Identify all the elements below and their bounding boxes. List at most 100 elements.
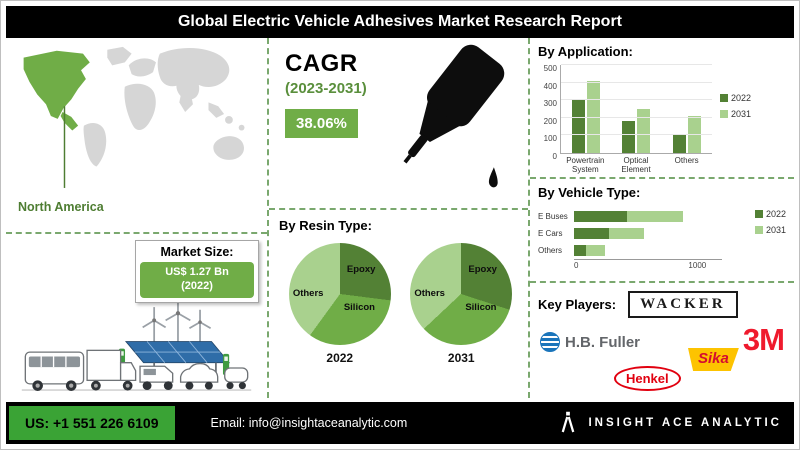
electric-van-icon bbox=[139, 365, 174, 391]
insight-ace-logo-icon bbox=[562, 411, 575, 433]
key-players-header: Key Players: WACKER bbox=[538, 291, 786, 318]
region-label: North America bbox=[18, 200, 104, 214]
gridline bbox=[561, 64, 712, 65]
world-continents bbox=[83, 46, 245, 167]
region-map-section: North America bbox=[6, 38, 267, 232]
pie-segment-label: Epoxy bbox=[346, 264, 376, 276]
brand-logo: INSIGHT ACE ANALYTIC bbox=[556, 410, 782, 436]
separator-mid bbox=[269, 208, 528, 210]
legend-item: 2031 bbox=[754, 225, 786, 235]
bar-2031 bbox=[574, 211, 683, 223]
sika-logo: Sika bbox=[688, 348, 739, 371]
y-tick-label: 0 bbox=[552, 152, 557, 161]
resin-pies: Epoxy Silicon Others 2022 Epoxy Silicon … bbox=[279, 243, 522, 365]
vehicle-type-section: By Vehicle Type: E Buses E Cars Others 0 10… bbox=[530, 179, 794, 281]
separator-right-1 bbox=[530, 177, 794, 180]
application-legend: 2022 2031 bbox=[720, 93, 751, 119]
bar-2031 bbox=[574, 245, 605, 257]
cagr-value: 38.06% bbox=[285, 109, 358, 138]
world-map bbox=[23, 46, 245, 188]
bar-group bbox=[622, 109, 651, 153]
pie-segment-label: Silicon bbox=[343, 302, 375, 314]
bar-2022 bbox=[574, 228, 609, 240]
left-column: North America Market Size: US$ 1.27 Bn (… bbox=[6, 38, 269, 398]
y-tick-label: 500 bbox=[543, 64, 557, 73]
vehicle-bar-track bbox=[574, 228, 722, 240]
main-content: North America Market Size: US$ 1.27 Bn (… bbox=[6, 38, 794, 398]
hb-fuller-icon bbox=[540, 332, 560, 352]
gridline bbox=[561, 116, 712, 118]
legend-swatch bbox=[754, 210, 763, 219]
pie-segment-label: Others bbox=[292, 287, 324, 299]
resin-pie-block-2031: Epoxy Silicon Others 2031 bbox=[410, 243, 513, 365]
email-contact: Email: info@insightaceanalytic.com bbox=[210, 416, 408, 430]
legend-label: 2031 bbox=[731, 109, 752, 119]
pie-year-label: 2031 bbox=[447, 351, 475, 365]
y-tick-label: 400 bbox=[543, 81, 557, 91]
henkel-logo: Henkel bbox=[614, 366, 681, 391]
x-tick-label: Optical Element bbox=[621, 156, 651, 175]
separator-left bbox=[6, 232, 267, 234]
legend-item: 2022 bbox=[754, 209, 786, 220]
pie-segment-label: Silicon bbox=[465, 302, 497, 314]
vehicle-row-label: Others bbox=[538, 246, 563, 256]
resin-pie-2022: Epoxy Silicon Others bbox=[288, 243, 391, 345]
title-bar: Global Electric Vehicle Adhesives Market… bbox=[6, 6, 794, 38]
separator-right-2 bbox=[530, 281, 794, 283]
phone-contact: US: +1 551 226 6109 bbox=[9, 406, 175, 440]
legend-label: 2022 bbox=[765, 209, 786, 220]
bar-2031 bbox=[637, 109, 651, 153]
vehicle-row-label: E Buses bbox=[538, 212, 568, 222]
resin-chart-title: By Resin Type: bbox=[279, 218, 372, 233]
vehicle-legend: 2022 2031 bbox=[754, 209, 786, 235]
application-section: By Application: 0 100 200 300 400 500 Powertr… bbox=[530, 38, 794, 177]
vehicle-chart-title: By Vehicle Type: bbox=[538, 185, 641, 201]
vehicle-row-label: E Cars bbox=[538, 229, 563, 239]
pie-segment-label: Epoxy bbox=[468, 264, 497, 276]
application-plot-wrap: Powertrain System Optical Element Others bbox=[560, 64, 712, 175]
footer-bar: US: +1 551 226 6109 Email: info@insighta… bbox=[6, 402, 794, 444]
y-tick-label: 100 bbox=[543, 134, 557, 144]
electric-bus-icon bbox=[24, 351, 85, 391]
report-title: Global Electric Vehicle Adhesives Market… bbox=[177, 13, 623, 30]
market-size-year: (2022) bbox=[181, 279, 213, 292]
right-column: By Application: 0 100 200 300 400 500 Powertr… bbox=[530, 38, 794, 398]
electric-truck-icon bbox=[86, 349, 137, 391]
vehicle-bar-track bbox=[574, 245, 722, 257]
market-size-label: Market Size: bbox=[160, 245, 234, 259]
x-tick-label: 1000 bbox=[688, 261, 707, 271]
cagr-section: CAGR (2023-2031) 38.06% bbox=[269, 38, 528, 208]
pie-segment-label: Others bbox=[414, 287, 445, 299]
bar-2022 bbox=[574, 211, 628, 223]
vehicle-bar-track bbox=[574, 211, 722, 223]
legend-item: 2031 bbox=[720, 109, 751, 119]
adhesive-bottle-icon bbox=[403, 44, 505, 188]
legend-swatch bbox=[720, 94, 728, 102]
bar-2022 bbox=[574, 245, 587, 257]
market-size-box: Market Size: US$ 1.27 Bn (2022) bbox=[135, 240, 259, 303]
vehicle-rows: E Buses E Cars Others bbox=[538, 208, 786, 259]
cagr-period: (2023-2031) bbox=[285, 80, 367, 97]
resin-pie-block-2022: Epoxy Silicon Others 2022 bbox=[288, 243, 391, 365]
resin-type-section: By Resin Type: Epoxy Silicon Others 2022… bbox=[269, 210, 528, 398]
legend-item: 2022 bbox=[720, 93, 751, 103]
key-players-section: Key Players: WACKER H.B. Fuller 3M Henke… bbox=[530, 283, 794, 398]
bar-2022 bbox=[672, 133, 686, 153]
market-size-section: Market Size: US$ 1.27 Bn (2022) bbox=[6, 234, 267, 398]
vehicle-row: E Cars bbox=[538, 225, 786, 242]
application-y-axis: 0 100 200 300 400 500 bbox=[538, 64, 560, 161]
key-players-title: Key Players: bbox=[538, 297, 617, 312]
hb-fuller-wordmark: H.B. Fuller bbox=[565, 333, 641, 351]
y-tick-label: 200 bbox=[543, 116, 557, 126]
middle-column: CAGR (2023-2031) 38.06% By Resin Type: bbox=[269, 38, 530, 398]
y-tick-label: 300 bbox=[543, 99, 557, 109]
cagr-label: CAGR bbox=[285, 50, 358, 77]
gridline bbox=[561, 99, 712, 101]
brand-name: INSIGHT ACE ANALYTIC bbox=[588, 417, 782, 429]
electric-car-icon bbox=[179, 362, 249, 390]
key-players-logos: H.B. Fuller 3M Henkel Sika bbox=[538, 322, 786, 398]
market-size-value: US$ 1.27 Bn (2022) bbox=[140, 262, 254, 298]
resin-pie-2031: Epoxy Silicon Others bbox=[410, 243, 513, 345]
x-tick-label: 0 bbox=[574, 261, 579, 271]
